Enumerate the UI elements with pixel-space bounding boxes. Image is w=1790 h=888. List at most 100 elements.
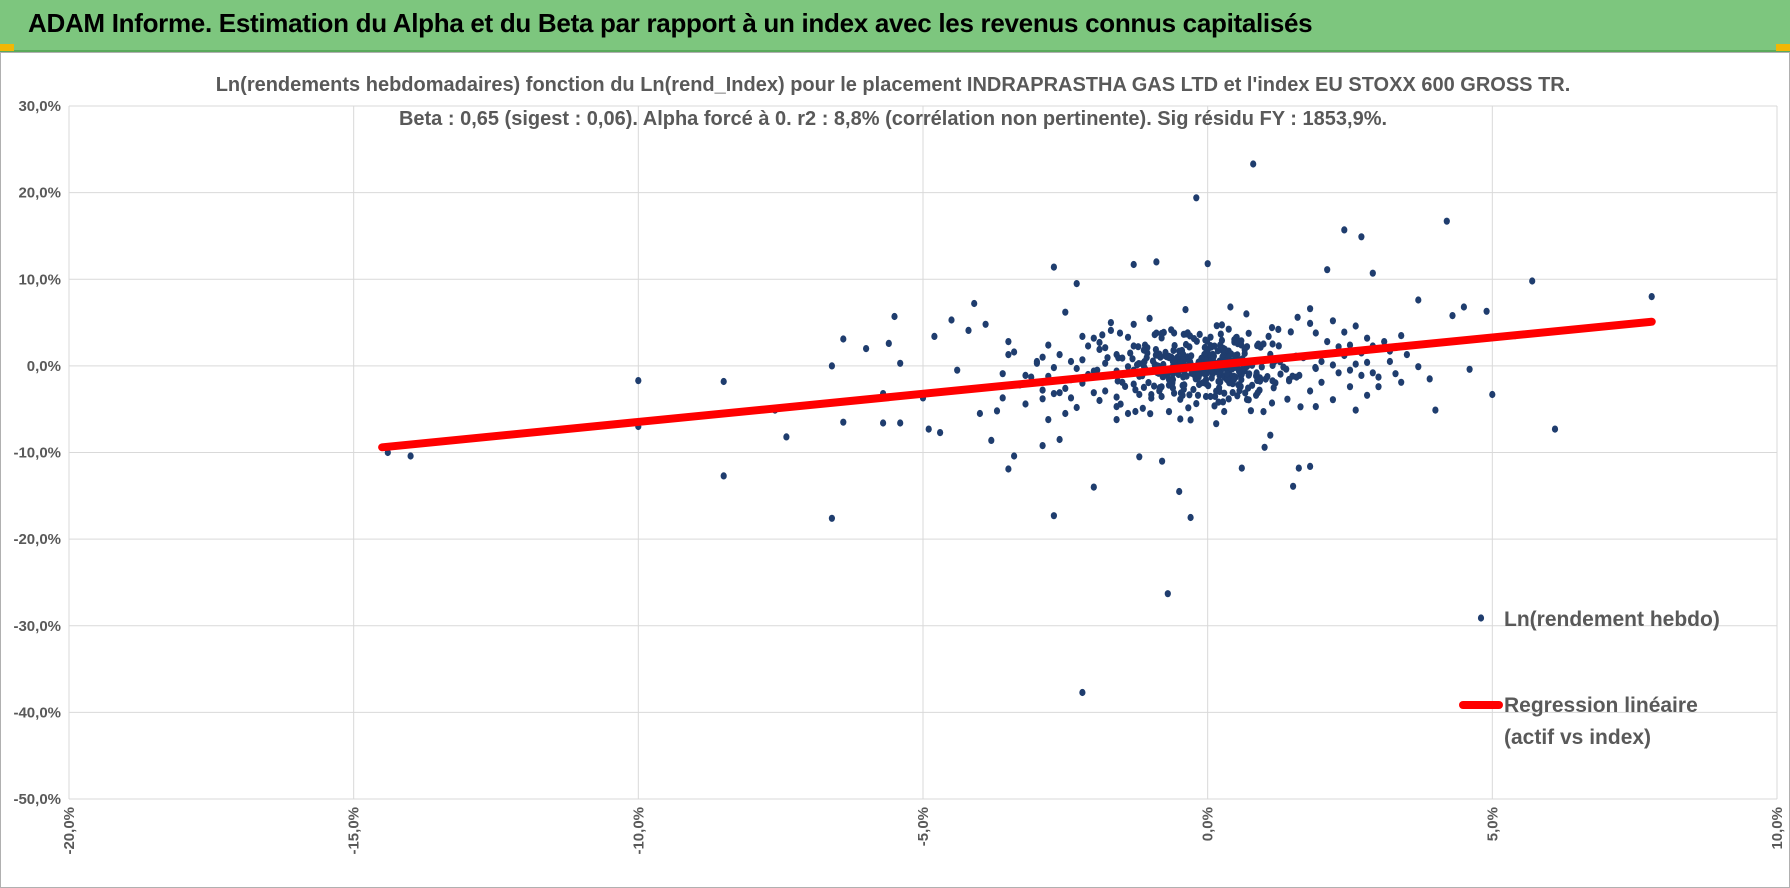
data-point	[1180, 373, 1187, 381]
data-point	[1529, 277, 1536, 285]
data-point	[1398, 332, 1405, 340]
data-point	[1260, 408, 1267, 416]
data-point	[1238, 341, 1245, 349]
data-point	[863, 345, 870, 353]
data-point	[1254, 342, 1261, 350]
data-point	[1369, 369, 1376, 377]
y-tick-label: -50,0%	[13, 791, 61, 808]
data-point	[1039, 442, 1046, 450]
data-point	[1050, 263, 1057, 271]
data-point	[1369, 269, 1376, 277]
data-point	[1346, 366, 1354, 374]
data-point	[1182, 340, 1190, 349]
data-point	[1307, 462, 1314, 470]
data-point	[1231, 352, 1239, 360]
data-point	[1130, 380, 1137, 388]
data-point	[1358, 233, 1365, 241]
data-point	[1392, 370, 1399, 378]
data-point	[1210, 353, 1217, 361]
data-point	[720, 377, 727, 386]
data-point	[1148, 391, 1155, 399]
data-point	[1225, 325, 1232, 333]
data-point	[1229, 389, 1236, 397]
data-point	[1187, 416, 1194, 424]
data-point	[1202, 375, 1210, 384]
data-point	[1090, 334, 1097, 342]
data-point	[1346, 383, 1354, 391]
data-point	[1277, 370, 1284, 378]
data-point	[1269, 361, 1276, 369]
data-point	[1136, 453, 1143, 461]
data-point	[1113, 393, 1120, 401]
data-point	[1039, 386, 1046, 394]
data-point	[1225, 395, 1232, 403]
data-point	[1460, 303, 1467, 311]
data-point	[1215, 398, 1222, 406]
data-point	[1140, 383, 1147, 391]
data-point	[1227, 303, 1234, 311]
data-point	[1090, 389, 1097, 397]
data-point	[1153, 258, 1160, 266]
data-point	[1201, 369, 1208, 378]
y-tick-label: 10,0%	[18, 271, 61, 288]
data-point	[1185, 404, 1192, 412]
data-point	[1056, 351, 1063, 359]
data-point	[1039, 395, 1046, 403]
data-point	[1124, 409, 1132, 418]
data-point	[1102, 344, 1109, 352]
data-point	[1352, 406, 1359, 414]
data-point	[1193, 400, 1200, 408]
data-point	[948, 316, 955, 324]
data-point	[931, 332, 938, 340]
data-point	[1238, 464, 1245, 472]
x-tick-label: -5,0%	[915, 807, 932, 846]
data-point	[1193, 194, 1200, 202]
data-point	[1196, 330, 1203, 338]
data-point	[1250, 160, 1257, 168]
data-point	[1079, 356, 1086, 364]
data-point	[1329, 396, 1336, 404]
data-point	[1254, 389, 1261, 397]
data-point	[1267, 431, 1274, 439]
corner-marker-right	[1776, 44, 1790, 51]
data-point	[1280, 363, 1287, 371]
x-tick-label: 10,0%	[1769, 807, 1786, 850]
x-tick-label: 0,0%	[1200, 807, 1217, 841]
data-point	[1143, 354, 1150, 362]
y-tick-label: 30,0%	[18, 98, 61, 115]
chart-area: 30,0% 20,0% 10,0% 0,0% -10,0% -20,0% -30,0% -40…	[0, 52, 1790, 888]
data-point	[1335, 369, 1342, 377]
data-point	[1132, 386, 1139, 394]
y-tick-label: -20,0%	[13, 531, 61, 548]
data-point	[1307, 305, 1314, 313]
data-point	[1067, 357, 1075, 366]
data-point	[783, 433, 790, 441]
data-point	[1219, 398, 1227, 406]
data-point	[1258, 363, 1265, 371]
data-point	[1028, 373, 1035, 381]
data-point	[1179, 391, 1186, 399]
data-point	[1090, 483, 1097, 491]
x-axis-tick-labels: -20,0% -15,0% -10,0% -5,0% 0,0% 5,0% 10,0%	[61, 807, 1786, 855]
data-point	[937, 429, 944, 437]
data-point	[1132, 407, 1139, 416]
data-point	[1022, 400, 1029, 408]
data-point	[1165, 408, 1173, 416]
data-point	[1062, 384, 1069, 392]
legend-label-regression-sub: (actif vs index)	[1504, 726, 1651, 749]
data-point	[828, 514, 836, 522]
y-tick-label: -10,0%	[13, 445, 61, 462]
data-point	[1364, 391, 1371, 399]
data-point	[1246, 370, 1253, 378]
report-title: ADAM Informe. Estimation du Alpha et du …	[28, 8, 1313, 38]
data-point	[1375, 383, 1382, 391]
data-point	[1243, 395, 1251, 404]
data-point	[1415, 296, 1422, 304]
data-point	[1284, 395, 1291, 403]
data-point	[1329, 361, 1336, 369]
data-point	[1175, 370, 1182, 379]
data-point	[1176, 487, 1183, 496]
data-point	[1426, 375, 1433, 383]
data-point	[1268, 399, 1276, 407]
data-point	[1449, 312, 1456, 320]
